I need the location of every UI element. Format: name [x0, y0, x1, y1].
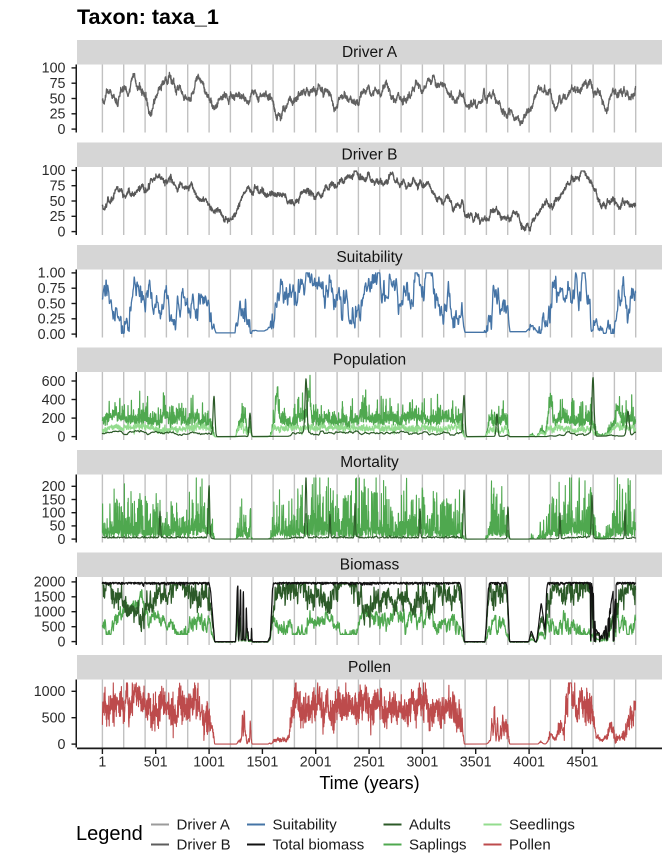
svg-text:Saplings: Saplings	[409, 837, 467, 854]
svg-text:100: 100	[42, 163, 66, 179]
svg-text:200: 200	[42, 411, 66, 427]
svg-text:25: 25	[50, 107, 66, 123]
svg-text:4001: 4001	[513, 755, 545, 771]
svg-text:150: 150	[42, 492, 66, 508]
svg-text:1501: 1501	[246, 755, 278, 771]
svg-text:Suitability: Suitability	[336, 249, 403, 266]
svg-text:4501: 4501	[566, 755, 598, 771]
svg-text:501: 501	[144, 755, 168, 771]
svg-text:Driver B: Driver B	[342, 146, 398, 163]
svg-text:0: 0	[58, 224, 66, 240]
svg-text:0: 0	[58, 532, 66, 548]
svg-text:1: 1	[98, 755, 106, 771]
svg-text:600: 600	[42, 374, 66, 390]
svg-text:Pollen: Pollen	[509, 837, 551, 854]
svg-text:75: 75	[50, 179, 66, 195]
svg-text:50: 50	[50, 519, 66, 535]
svg-text:Pollen: Pollen	[348, 659, 391, 676]
svg-text:0.00: 0.00	[38, 327, 66, 343]
svg-text:0.50: 0.50	[38, 296, 66, 312]
svg-text:Adults: Adults	[409, 817, 451, 834]
svg-text:Biomass: Biomass	[340, 556, 400, 573]
svg-text:0: 0	[58, 737, 66, 753]
svg-text:50: 50	[50, 194, 66, 210]
svg-text:1000: 1000	[34, 605, 66, 621]
svg-text:200: 200	[42, 479, 66, 495]
svg-text:Time (years): Time (years)	[319, 773, 419, 793]
svg-text:Mortality: Mortality	[340, 454, 399, 471]
svg-text:0.75: 0.75	[38, 281, 66, 297]
svg-text:500: 500	[42, 711, 66, 727]
svg-text:0: 0	[58, 634, 66, 650]
svg-text:100: 100	[42, 61, 66, 77]
svg-text:400: 400	[42, 392, 66, 408]
svg-text:100: 100	[42, 506, 66, 522]
svg-text:75: 75	[50, 76, 66, 92]
svg-text:0: 0	[58, 429, 66, 445]
svg-text:Driver A: Driver A	[177, 817, 230, 834]
svg-text:0.25: 0.25	[38, 312, 66, 328]
svg-text:50: 50	[50, 91, 66, 107]
svg-text:Taxon: taxa_1: Taxon: taxa_1	[77, 5, 219, 29]
svg-text:1500: 1500	[34, 590, 66, 606]
svg-text:3501: 3501	[460, 755, 492, 771]
svg-text:Driver B: Driver B	[177, 837, 231, 854]
svg-text:Driver A: Driver A	[342, 44, 398, 61]
svg-text:3001: 3001	[406, 755, 438, 771]
svg-text:Suitability: Suitability	[273, 817, 338, 834]
svg-text:2000: 2000	[34, 575, 66, 591]
svg-text:0: 0	[58, 122, 66, 138]
svg-text:25: 25	[50, 209, 66, 225]
svg-text:2001: 2001	[300, 755, 332, 771]
svg-text:1001: 1001	[193, 755, 225, 771]
svg-text:1000: 1000	[34, 684, 66, 700]
svg-text:Total biomass: Total biomass	[273, 837, 365, 854]
svg-text:Legend: Legend	[76, 823, 143, 845]
svg-text:2501: 2501	[353, 755, 385, 771]
svg-text:Seedlings: Seedlings	[509, 817, 575, 834]
svg-text:Population: Population	[333, 351, 406, 368]
svg-text:500: 500	[42, 620, 66, 636]
svg-text:1.00: 1.00	[38, 266, 66, 282]
